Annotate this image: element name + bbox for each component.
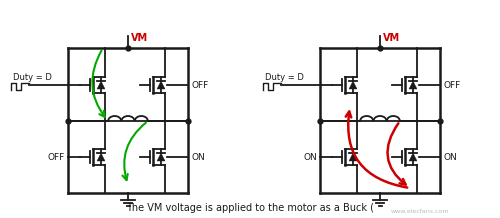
Polygon shape xyxy=(409,81,417,89)
Text: Duty = D: Duty = D xyxy=(265,73,304,82)
Text: Duty = D: Duty = D xyxy=(13,73,52,82)
Polygon shape xyxy=(157,81,165,89)
Text: VM: VM xyxy=(131,33,148,43)
Text: OFF: OFF xyxy=(191,80,208,90)
Polygon shape xyxy=(349,81,357,89)
Polygon shape xyxy=(97,153,105,161)
Text: OFF: OFF xyxy=(443,80,460,90)
Polygon shape xyxy=(97,81,105,89)
Text: The VM voltage is applied to the motor as a Buck (: The VM voltage is applied to the motor a… xyxy=(126,203,374,213)
Text: ON: ON xyxy=(191,153,205,162)
Polygon shape xyxy=(157,153,165,161)
Text: www.elecfans.com: www.elecfans.com xyxy=(391,209,449,214)
Text: OFF: OFF xyxy=(48,153,65,162)
Text: ON: ON xyxy=(443,153,457,162)
Polygon shape xyxy=(409,153,417,161)
Text: ON: ON xyxy=(303,153,317,162)
Text: VM: VM xyxy=(383,33,400,43)
Polygon shape xyxy=(349,153,357,161)
